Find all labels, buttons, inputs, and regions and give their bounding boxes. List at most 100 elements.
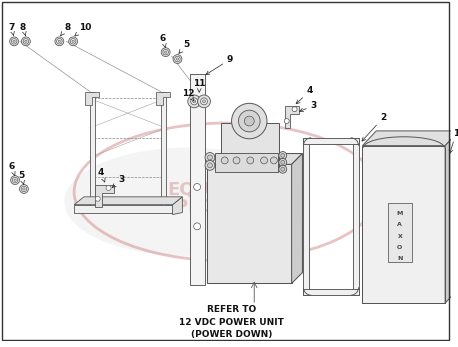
Text: 6: 6	[8, 162, 15, 176]
Circle shape	[164, 51, 167, 53]
Text: 1: 1	[449, 129, 458, 153]
Circle shape	[191, 98, 198, 105]
Bar	[362, 146, 445, 303]
Circle shape	[207, 163, 213, 168]
Circle shape	[95, 196, 100, 201]
Circle shape	[279, 152, 287, 159]
Circle shape	[205, 160, 215, 170]
Bar	[303, 289, 359, 295]
Polygon shape	[173, 197, 182, 214]
Text: 8: 8	[60, 23, 71, 36]
Text: 9: 9	[206, 55, 233, 75]
Polygon shape	[85, 92, 99, 105]
Text: 4: 4	[98, 168, 105, 182]
Text: 5: 5	[179, 40, 190, 53]
Circle shape	[176, 58, 179, 60]
Circle shape	[57, 39, 62, 44]
Text: N: N	[397, 256, 403, 261]
Text: 6: 6	[160, 34, 166, 48]
Circle shape	[10, 37, 18, 46]
Circle shape	[21, 186, 27, 192]
Polygon shape	[74, 197, 182, 205]
Text: M: M	[397, 211, 403, 216]
Circle shape	[239, 110, 260, 132]
Text: 5: 5	[18, 171, 24, 184]
Bar	[353, 138, 359, 295]
Text: X: X	[398, 234, 402, 239]
Bar	[90, 92, 95, 207]
Text: 12: 12	[182, 90, 195, 101]
Circle shape	[13, 40, 15, 43]
Circle shape	[188, 95, 201, 108]
Bar	[388, 203, 412, 262]
Circle shape	[14, 179, 16, 181]
Circle shape	[279, 159, 287, 166]
Circle shape	[161, 48, 170, 57]
Circle shape	[11, 176, 20, 185]
Text: EQUIPMENT: EQUIPMENT	[167, 181, 286, 199]
Text: 10: 10	[75, 23, 92, 36]
Circle shape	[22, 37, 30, 46]
Circle shape	[202, 100, 206, 103]
Circle shape	[232, 103, 267, 139]
Bar	[207, 164, 292, 283]
Circle shape	[163, 49, 169, 55]
Polygon shape	[445, 131, 458, 303]
Circle shape	[194, 184, 201, 191]
Text: A: A	[398, 222, 402, 227]
Polygon shape	[156, 92, 169, 105]
Text: REFER TO
12 VDC POWER UNIT
(POWER DOWN): REFER TO 12 VDC POWER UNIT (POWER DOWN)	[179, 305, 284, 339]
Circle shape	[281, 160, 285, 164]
Text: 3: 3	[112, 175, 125, 187]
Circle shape	[173, 54, 182, 64]
Text: 11: 11	[193, 79, 206, 92]
Text: 7: 7	[8, 23, 15, 36]
Circle shape	[284, 119, 289, 124]
Polygon shape	[292, 153, 302, 283]
Circle shape	[55, 37, 64, 46]
Polygon shape	[207, 153, 302, 164]
Bar	[190, 74, 205, 285]
Circle shape	[233, 157, 240, 164]
Circle shape	[281, 167, 285, 171]
Text: SPECIALISTS: SPECIALISTS	[163, 198, 291, 216]
Circle shape	[207, 155, 213, 160]
Circle shape	[245, 116, 254, 126]
Bar	[161, 92, 166, 207]
Circle shape	[71, 39, 76, 44]
Circle shape	[281, 153, 285, 158]
Circle shape	[271, 157, 278, 164]
Circle shape	[58, 40, 60, 43]
Circle shape	[247, 157, 254, 164]
Text: 8: 8	[20, 23, 26, 36]
Circle shape	[69, 37, 77, 46]
Circle shape	[106, 186, 111, 191]
Text: 2: 2	[362, 113, 387, 141]
Circle shape	[11, 39, 17, 44]
Circle shape	[72, 40, 74, 43]
Circle shape	[261, 157, 267, 164]
Bar	[303, 138, 359, 144]
Circle shape	[194, 223, 201, 230]
Circle shape	[20, 185, 28, 193]
Circle shape	[198, 95, 210, 108]
Bar	[221, 123, 279, 167]
Bar	[74, 205, 173, 213]
Polygon shape	[362, 131, 458, 146]
Circle shape	[12, 177, 18, 183]
Circle shape	[23, 188, 25, 190]
Circle shape	[193, 100, 196, 103]
Circle shape	[221, 157, 228, 164]
Polygon shape	[95, 185, 114, 207]
Polygon shape	[285, 106, 300, 128]
Circle shape	[23, 39, 29, 44]
Bar	[215, 153, 278, 172]
Circle shape	[174, 56, 180, 62]
Circle shape	[25, 40, 27, 43]
Bar	[303, 138, 309, 295]
Text: O: O	[397, 245, 403, 250]
Circle shape	[292, 107, 297, 112]
Circle shape	[201, 98, 207, 105]
Text: 3: 3	[300, 101, 316, 112]
Text: 4: 4	[296, 86, 313, 104]
